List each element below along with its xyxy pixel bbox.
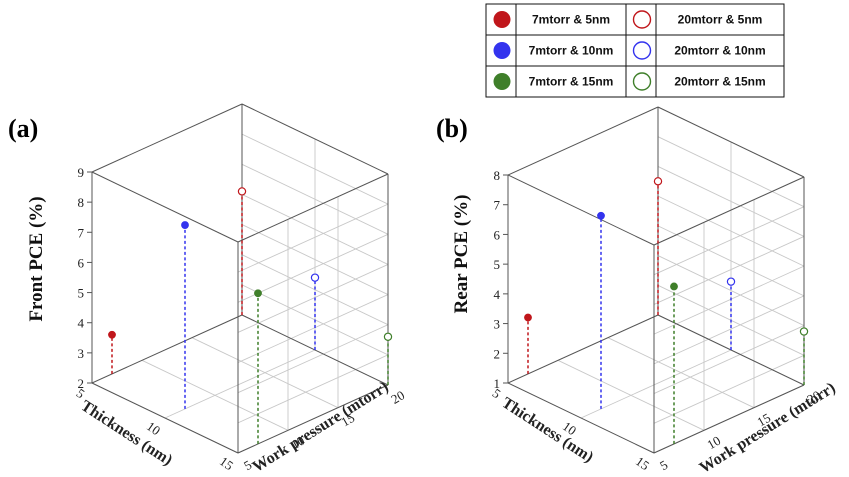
y-tick-label: 10 — [288, 433, 307, 452]
axis-frame-line — [507, 106, 659, 176]
legend-label-6: 20mtorr & 15nm — [674, 75, 765, 89]
x-tick-label: 5 — [490, 385, 504, 401]
z-tick-label: 8 — [78, 195, 85, 210]
legend-marker-3 — [493, 42, 511, 59]
data-point — [524, 313, 532, 322]
axis-frame-line — [91, 382, 239, 454]
legend-label-4: 20mtorr & 10nm — [674, 44, 765, 58]
z-tick-label: 5 — [494, 257, 501, 272]
data-point — [670, 282, 678, 291]
z-tick-label: 2 — [78, 376, 85, 391]
floor-grid-line — [580, 349, 732, 419]
z-tick-label: 2 — [494, 346, 501, 361]
z-tick-label: 1 — [494, 376, 501, 391]
axis-frame-line — [657, 106, 805, 178]
legend-marker-4 — [632, 41, 652, 60]
axis-frame-line — [507, 174, 655, 246]
data-point — [597, 211, 605, 220]
floor-grid-line — [141, 359, 289, 431]
legend-label-2: 20mtorr & 5nm — [678, 13, 763, 27]
x-tick-label: 15 — [633, 453, 652, 473]
axis-frame-line — [91, 314, 243, 384]
wall-grid-line — [237, 294, 389, 363]
legend-marker-6 — [632, 72, 652, 91]
z-tick-label: 7 — [494, 198, 501, 213]
z-tick-label: 5 — [78, 286, 85, 301]
wall-grid-line — [653, 265, 805, 335]
axis-frame-line — [237, 384, 389, 454]
axis-frame-line — [507, 314, 659, 384]
data-point — [181, 221, 189, 229]
floor-grid-line — [557, 359, 705, 431]
z-tick-label: 6 — [494, 227, 501, 242]
y-tick-label: 10 — [704, 433, 723, 452]
wall-grid-line — [237, 324, 389, 394]
wall-grid-line — [237, 203, 389, 273]
floor-grid-line — [191, 337, 339, 409]
wall-grid-line — [653, 354, 805, 424]
wall-grid-line — [653, 236, 805, 305]
y-tick-label: 5 — [657, 457, 670, 473]
data-point — [108, 330, 116, 339]
z-tick-label: 3 — [494, 317, 501, 332]
panel-label: (b) — [436, 114, 468, 143]
data-point — [726, 277, 736, 286]
floor-grid-line — [164, 349, 316, 419]
x-tick-label: 15 — [217, 453, 236, 473]
y-axis-title: Work pressure (mtorr) — [250, 378, 392, 475]
z-tick-label: 6 — [78, 255, 85, 270]
legend-label-1: 7mtorr & 5nm — [532, 13, 610, 27]
y-tick-label: 15 — [754, 410, 773, 429]
axis-frame-line — [507, 382, 655, 454]
data-point — [653, 177, 663, 186]
legend-marker-1 — [493, 11, 511, 28]
axis-frame-line — [91, 171, 239, 243]
data-point — [254, 289, 262, 298]
y-tick-label: 20 — [388, 387, 407, 406]
wall-grid-line — [653, 206, 805, 276]
axis-frame-line — [91, 103, 243, 173]
wall-grid-line — [237, 354, 389, 424]
z-tick-label: 9 — [78, 165, 85, 180]
wall-grid-line — [237, 233, 389, 303]
legend-label-5: 7mtorr & 15nm — [529, 75, 614, 89]
legend: 7mtorr & 5nm 20mtorr & 5nm 7mtorr & 10nm 20… — [485, 3, 785, 98]
axis-frame-line — [653, 176, 805, 246]
z-tick-label: 7 — [78, 225, 85, 240]
legend-label-3: 7mtorr & 10nm — [529, 44, 614, 58]
y-tick-label: 15 — [338, 410, 357, 429]
y-tick-label: 20 — [804, 387, 823, 406]
x-axis-title: Thickness (nm) — [78, 397, 176, 469]
axis-frame-line — [237, 173, 389, 243]
wall-grid-line — [653, 295, 805, 365]
wall-grid-line — [237, 264, 389, 333]
z-tick-label: 8 — [494, 168, 501, 183]
data-point — [799, 327, 809, 336]
floor-grid-line — [607, 337, 755, 409]
z-axis-title: Front PCE (%) — [26, 196, 47, 321]
z-tick-label: 4 — [494, 287, 501, 302]
z-tick-label: 3 — [78, 346, 85, 361]
legend-marker-2 — [632, 10, 652, 29]
data-point — [383, 332, 393, 341]
panel-label: (a) — [8, 114, 38, 143]
axis-frame-line — [653, 384, 805, 454]
x-axis-title: Thickness (nm) — [499, 394, 597, 466]
wall-grid-line — [653, 325, 805, 394]
data-point — [237, 187, 247, 196]
data-point — [310, 273, 320, 282]
z-axis-title: Rear PCE (%) — [451, 195, 472, 314]
axis-frame-line — [241, 103, 389, 175]
legend-marker-5 — [493, 73, 511, 90]
z-tick-label: 4 — [78, 316, 85, 331]
